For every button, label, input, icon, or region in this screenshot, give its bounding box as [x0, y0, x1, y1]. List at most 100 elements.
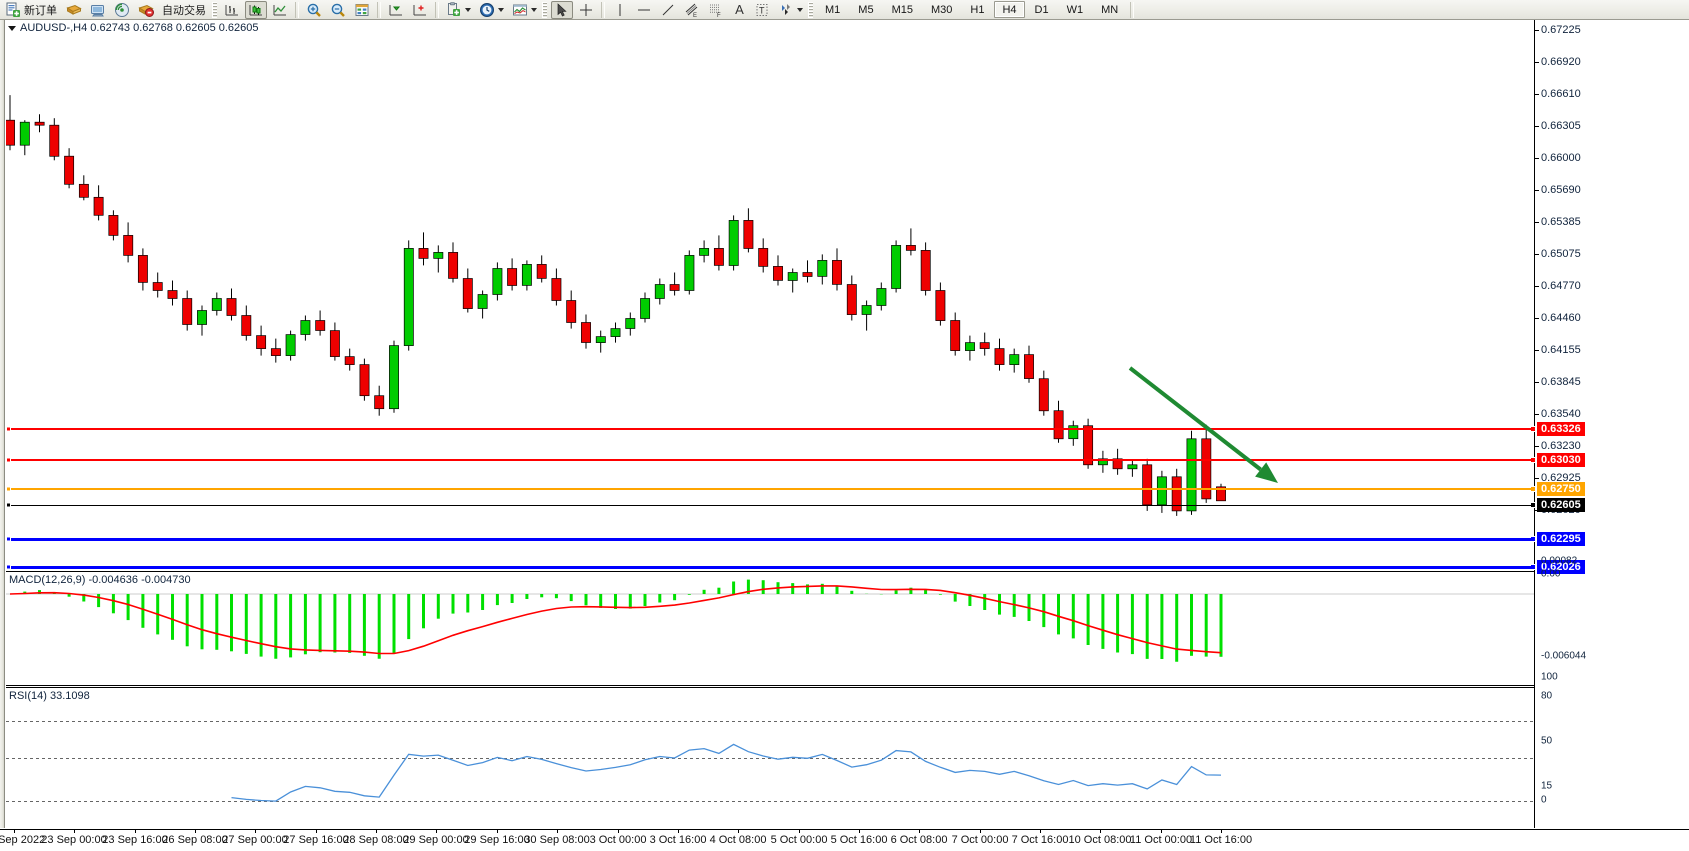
folder-icon [66, 2, 82, 18]
time-tick [135, 830, 136, 833]
candlestick-chart-button[interactable] [245, 0, 267, 19]
candlestick-icon [248, 2, 264, 18]
price-axis[interactable]: 0.67225 0.66920 0.66610 0.66305 0.66000 0.656… [1530, 20, 1689, 828]
timeframe-mn[interactable]: MN [1101, 3, 1119, 16]
resistance-line-2-handle[interactable] [6, 457, 11, 463]
chart-window[interactable]: AUDUSD-,H4 0.62743 0.62768 0.62605 0.626… [0, 20, 1689, 851]
templates-button[interactable] [443, 1, 474, 19]
fibonacci-button[interactable]: F [705, 1, 727, 19]
arrows-button[interactable] [775, 1, 806, 19]
timeframe-h1[interactable]: H1 [970, 3, 985, 16]
objects-icon [354, 2, 370, 18]
cursor-button[interactable] [551, 0, 573, 19]
rsi-pane[interactable]: RSI(14) 33.1098 [6, 687, 1534, 828]
autotrading-button[interactable]: 自动交易 [159, 1, 210, 19]
vertical-line-button[interactable] [609, 1, 631, 19]
price-tick-label: 0.66305 [1541, 120, 1581, 132]
toolbar-grip-3[interactable] [808, 1, 813, 18]
timeframe-w1[interactable]: W1 [1066, 3, 1084, 16]
resistance-line-1-price-tag[interactable]: 0.63326 [1537, 422, 1585, 436]
price-tick-label: 0.65075 [1541, 248, 1581, 260]
new-order-button[interactable]: 新订单 [3, 1, 61, 19]
toolbar-separator-2 [377, 1, 381, 18]
time-tick [618, 830, 619, 833]
indicators-button[interactable] [509, 1, 540, 19]
equidistant-channel-button[interactable]: E [681, 1, 703, 19]
price-tick-label: 0.66000 [1541, 152, 1581, 164]
resistance-line-2-price-tag[interactable]: 0.63030 [1537, 453, 1585, 467]
time-tick-label: 11 Oct 00:00 [1129, 834, 1193, 846]
support-line-2-bar [6, 565, 1534, 569]
text-label-icon: T [754, 2, 770, 18]
down-trend-arrow[interactable] [6, 20, 1534, 571]
macd-series [6, 579, 1534, 662]
auto-scroll-button[interactable] [409, 1, 431, 19]
time-tick [1161, 830, 1162, 833]
resistance-line-2-bar [6, 459, 1534, 461]
bar-chart-button[interactable] [221, 1, 243, 19]
price-tick-label: 0.65385 [1541, 216, 1581, 228]
timeframe-m1[interactable]: M1 [825, 3, 841, 16]
time-tick-label: 29 Sep 16:00 [464, 834, 530, 846]
horizontal-line-button[interactable] [633, 1, 655, 19]
timeframe-h4[interactable]: H4 [994, 1, 1025, 18]
pivot-line-handle[interactable] [6, 486, 11, 492]
pivot-line-price-tag[interactable]: 0.62750 [1537, 482, 1585, 496]
crosshair-button[interactable] [575, 1, 597, 19]
time-tick [14, 830, 15, 833]
trendline-button[interactable] [657, 1, 679, 19]
resistance-line-1-handle[interactable] [6, 426, 11, 432]
support-line-2-handle[interactable] [6, 564, 11, 570]
rsi-axis-label: 50 [1541, 735, 1553, 747]
time-tick-label: 23 Sep 16:00 [102, 834, 168, 846]
timeframe-d1[interactable]: D1 [1034, 3, 1049, 16]
price-tick [1535, 190, 1539, 191]
zoom-in-icon [306, 2, 322, 18]
text-button[interactable]: A [729, 1, 749, 19]
market-watch-button[interactable] [87, 1, 109, 19]
time-tick-label: 4 Oct 08:00 [709, 834, 767, 846]
toolbar-separator-1 [295, 1, 299, 18]
price-tick-label: 0.66610 [1541, 88, 1581, 100]
price-pane[interactable]: AUDUSD-,H4 0.62743 0.62768 0.62605 0.626… [6, 20, 1534, 571]
strategy-tester-button[interactable] [135, 1, 157, 19]
timeframe-m5[interactable]: M5 [858, 3, 874, 16]
timeframe-m15[interactable]: M15 [891, 3, 913, 16]
chevron-down-icon[interactable] [797, 7, 803, 12]
macd-axis-label: 0.00 [1541, 568, 1561, 580]
signals-button[interactable] [111, 1, 133, 19]
zoom-in-button[interactable] [303, 1, 325, 19]
toolbar-grip-1[interactable] [212, 1, 217, 18]
current-price-line-handle[interactable] [6, 502, 11, 508]
current-price-line-price-tag[interactable]: 0.62605 [1537, 498, 1585, 512]
chevron-down-icon[interactable] [465, 7, 471, 12]
time-tick-label: 27 Sep 00:00 [222, 834, 288, 846]
svg-text:F: F [717, 13, 721, 18]
support-line-1-handle[interactable] [6, 536, 11, 542]
support-line-1-price-tag[interactable]: 0.62295 [1537, 532, 1585, 546]
price-tick-label: 0.67225 [1541, 24, 1581, 36]
chart-menu-caret-icon[interactable] [8, 25, 16, 31]
chevron-down-icon[interactable] [531, 7, 537, 12]
periods-button[interactable] [476, 1, 507, 19]
zoom-out-button[interactable] [327, 1, 349, 19]
price-tick [1535, 30, 1539, 31]
expert-advisors-button[interactable] [63, 1, 85, 19]
chevron-down-icon[interactable] [498, 7, 504, 12]
objects-list-button[interactable] [351, 1, 373, 19]
signal-icon [114, 2, 130, 18]
time-tick [74, 830, 75, 833]
line-chart-button[interactable] [269, 1, 291, 19]
macd-axis-label: 0.00082 [1541, 555, 1578, 567]
arrows-icon [778, 2, 794, 18]
toolbar-grip-2[interactable] [542, 1, 547, 18]
timeframe-m30[interactable]: M30 [930, 3, 953, 16]
macd-pane[interactable]: MACD(12,26,9) -0.004636 -0.004730 [6, 571, 1534, 686]
chart-shift-button[interactable] [385, 1, 407, 19]
support-line-2-price-tag[interactable]: 0.62026 [1537, 560, 1585, 574]
text-label-button[interactable]: T [751, 1, 773, 19]
time-tick [195, 830, 196, 833]
rsi-axis-label: 0 [1541, 794, 1547, 806]
price-tick [1535, 414, 1539, 415]
